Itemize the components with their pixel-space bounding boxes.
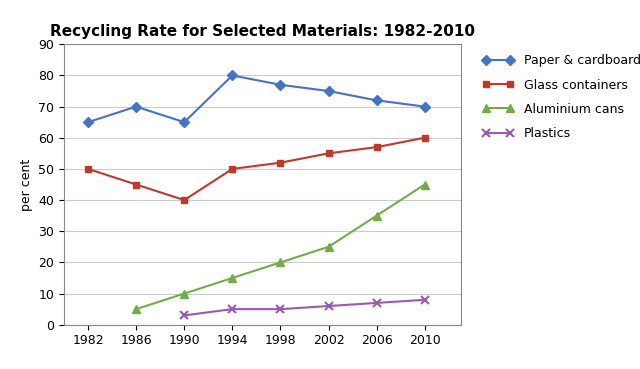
Plastics: [180, 313, 188, 318]
Plastics: [228, 307, 236, 311]
Glass containers: [372, 145, 380, 149]
Glass containers: [180, 198, 188, 202]
Y-axis label: per cent: per cent: [20, 158, 33, 211]
Line: Paper & cardboard: Paper & cardboard: [84, 72, 428, 126]
Paper & cardboard: [276, 83, 284, 87]
Title: Recycling Rate for Selected Materials: 1982-2010: Recycling Rate for Selected Materials: 1…: [50, 24, 475, 39]
Glass containers: [324, 151, 332, 156]
Plastics: [372, 301, 380, 305]
Glass containers: [421, 135, 429, 140]
Aluminium cans: [324, 245, 332, 249]
Aluminium cans: [132, 307, 140, 311]
Paper & cardboard: [228, 73, 236, 77]
Glass containers: [84, 167, 92, 171]
Glass containers: [132, 182, 140, 187]
Aluminium cans: [421, 182, 429, 187]
Line: Plastics: Plastics: [180, 296, 429, 320]
Legend: Paper & cardboard, Glass containers, Aluminium cans, Plastics: Paper & cardboard, Glass containers, Alu…: [479, 51, 640, 144]
Paper & cardboard: [180, 120, 188, 124]
Aluminium cans: [228, 276, 236, 280]
Aluminium cans: [180, 292, 188, 296]
Plastics: [421, 297, 429, 302]
Glass containers: [276, 161, 284, 165]
Paper & cardboard: [324, 89, 332, 93]
Glass containers: [228, 167, 236, 171]
Line: Glass containers: Glass containers: [84, 134, 428, 204]
Paper & cardboard: [84, 120, 92, 124]
Paper & cardboard: [132, 104, 140, 109]
Paper & cardboard: [421, 104, 429, 109]
Plastics: [276, 307, 284, 311]
Line: Aluminium cans: Aluminium cans: [132, 180, 429, 313]
Aluminium cans: [276, 260, 284, 265]
Plastics: [324, 304, 332, 308]
Paper & cardboard: [372, 98, 380, 103]
Aluminium cans: [372, 213, 380, 218]
